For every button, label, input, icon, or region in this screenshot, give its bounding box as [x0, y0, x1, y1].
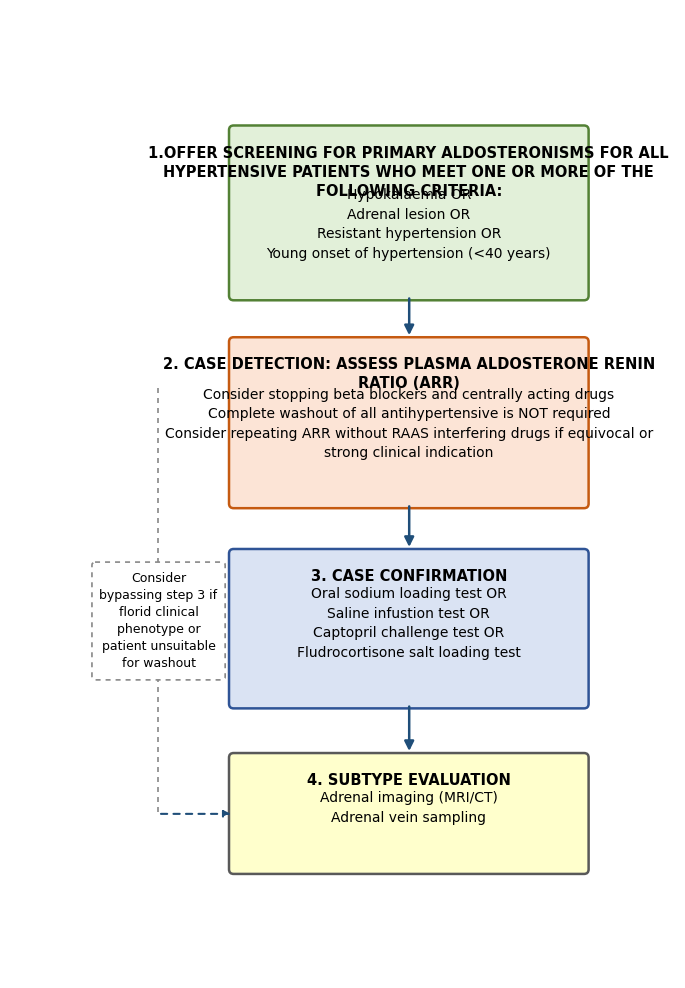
Text: 1.OFFER SCREENING FOR PRIMARY ALDOSTERONISMS FOR ALL
HYPERTENSIVE PATIENTS WHO M: 1.OFFER SCREENING FOR PRIMARY ALDOSTERON…	[149, 145, 669, 199]
Text: Oral sodium loading test OR
Saline infustion test OR
Captopril challenge test OR: Oral sodium loading test OR Saline infus…	[297, 587, 521, 660]
FancyBboxPatch shape	[229, 549, 588, 708]
FancyBboxPatch shape	[92, 562, 225, 680]
Text: 3. CASE CONFIRMATION: 3. CASE CONFIRMATION	[310, 569, 507, 584]
Text: 2. CASE DETECTION: ASSESS PLASMA ALDOSTERONE RENIN
RATIO (ARR): 2. CASE DETECTION: ASSESS PLASMA ALDOSTE…	[163, 358, 655, 391]
Text: Hypokalaemia OR
Adrenal lesion OR
Resistant hypertension OR
Young onset of hyper: Hypokalaemia OR Adrenal lesion OR Resist…	[266, 188, 551, 261]
Text: Consider stopping beta blockers and centrally acting drugs
Complete washout of a: Consider stopping beta blockers and cent…	[164, 387, 653, 460]
FancyBboxPatch shape	[229, 125, 588, 300]
FancyBboxPatch shape	[229, 337, 588, 508]
Text: Adrenal imaging (MRI/CT)
Adrenal vein sampling: Adrenal imaging (MRI/CT) Adrenal vein sa…	[320, 791, 498, 825]
Text: Consider
bypassing step 3 if
florid clinical
phenotype or
patient unsuitable
for: Consider bypassing step 3 if florid clin…	[99, 572, 218, 670]
FancyBboxPatch shape	[229, 753, 588, 874]
Text: 4. SUBTYPE EVALUATION: 4. SUBTYPE EVALUATION	[307, 773, 511, 788]
